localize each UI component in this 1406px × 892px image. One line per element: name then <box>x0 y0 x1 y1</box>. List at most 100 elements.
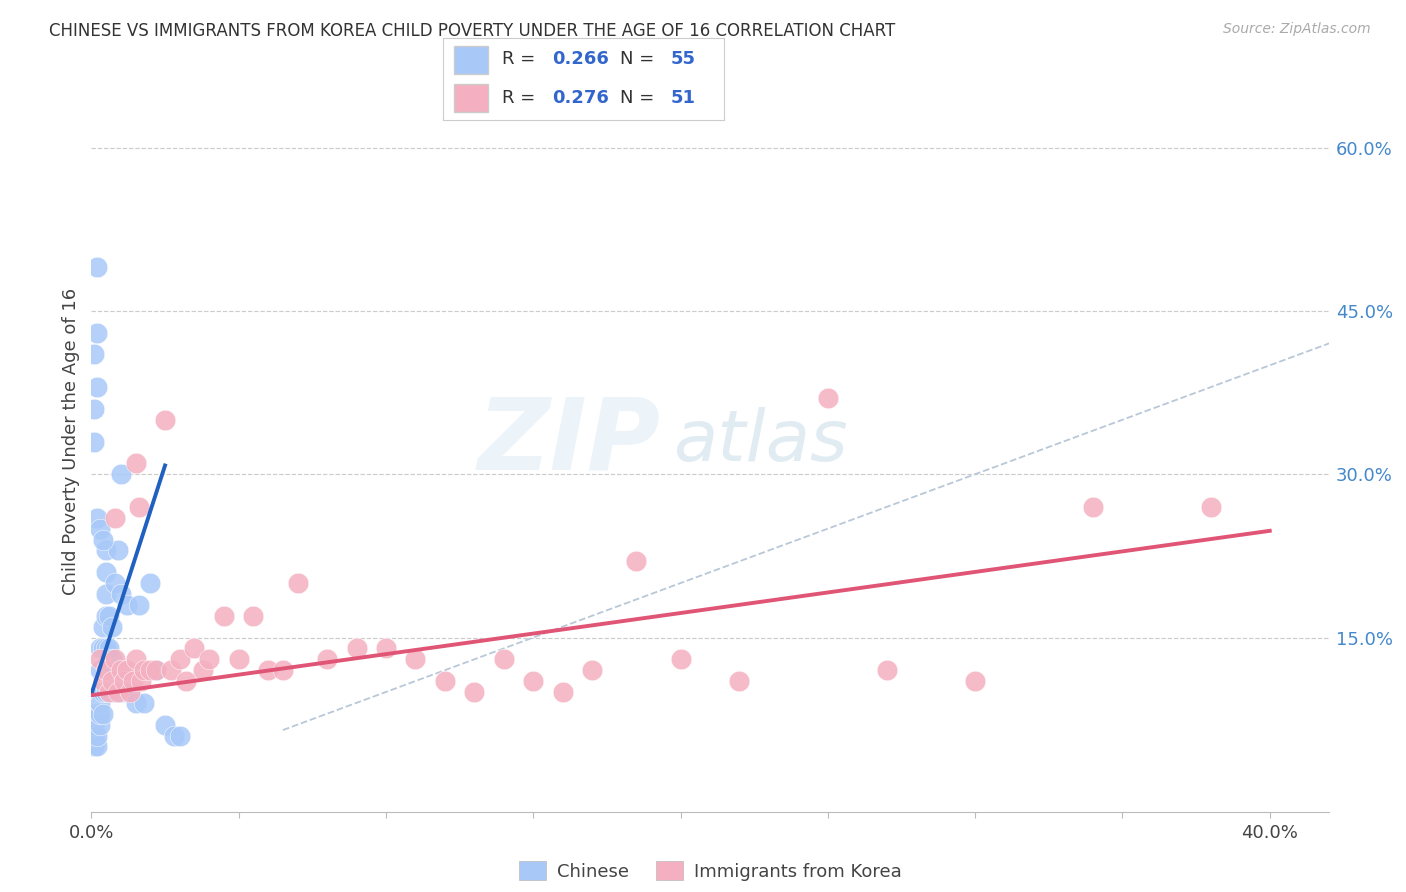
Point <box>124 652 146 666</box>
Text: Source: ZipAtlas.com: Source: ZipAtlas.com <box>1223 22 1371 37</box>
Point <box>91 619 114 633</box>
Point <box>198 652 221 666</box>
Point <box>174 674 197 689</box>
Point <box>86 260 108 275</box>
Point <box>98 641 121 656</box>
Point <box>522 674 544 689</box>
Point <box>101 619 124 633</box>
Point <box>110 467 132 482</box>
Point <box>94 587 117 601</box>
Point <box>89 663 111 677</box>
Point <box>86 510 108 524</box>
Point <box>257 663 280 677</box>
Point <box>89 522 111 536</box>
FancyBboxPatch shape <box>454 45 488 74</box>
Text: 0.276: 0.276 <box>553 89 609 107</box>
Point <box>271 663 294 677</box>
FancyBboxPatch shape <box>454 85 488 112</box>
Point <box>91 533 114 547</box>
Legend: Chinese, Immigrants from Korea: Chinese, Immigrants from Korea <box>512 854 908 888</box>
Point <box>94 641 117 656</box>
Point <box>98 685 121 699</box>
Point <box>110 685 132 699</box>
Point <box>128 598 150 612</box>
Point <box>492 652 515 666</box>
Y-axis label: Child Poverty Under the Age of 16: Child Poverty Under the Age of 16 <box>62 288 80 595</box>
Point <box>115 598 138 612</box>
Point <box>153 717 176 731</box>
Point <box>89 652 111 666</box>
Point <box>145 663 167 677</box>
Point <box>101 674 124 689</box>
Point <box>89 706 111 721</box>
Point <box>83 739 105 754</box>
Point <box>83 729 105 743</box>
Point <box>124 456 146 470</box>
Text: N =: N = <box>620 50 659 69</box>
Point <box>83 717 105 731</box>
Point <box>404 652 426 666</box>
Point <box>86 326 108 340</box>
Point <box>89 717 111 731</box>
Text: ZIP: ZIP <box>478 393 661 490</box>
Point <box>118 685 141 699</box>
Point <box>94 663 117 677</box>
Point <box>104 576 127 591</box>
Point <box>94 663 117 677</box>
Point <box>287 576 309 591</box>
Point <box>83 706 105 721</box>
Point <box>86 739 108 754</box>
Point <box>131 674 153 689</box>
Point <box>94 565 117 579</box>
Point <box>104 510 127 524</box>
Point <box>316 652 339 666</box>
Point <box>112 674 135 689</box>
Point <box>139 576 162 591</box>
Point <box>121 674 143 689</box>
Point <box>104 652 127 666</box>
Point <box>346 641 368 656</box>
Point <box>626 554 648 568</box>
Point <box>86 706 108 721</box>
Point <box>115 663 138 677</box>
Text: 55: 55 <box>671 50 696 69</box>
Text: R =: R = <box>502 50 541 69</box>
Point <box>228 652 250 666</box>
Point <box>160 663 183 677</box>
Point <box>110 663 132 677</box>
Text: R =: R = <box>502 89 541 107</box>
Point <box>163 729 186 743</box>
Point <box>104 685 127 699</box>
Point <box>728 674 751 689</box>
Point <box>94 608 117 623</box>
Point <box>1081 500 1104 514</box>
Text: 0.266: 0.266 <box>553 50 609 69</box>
Text: 51: 51 <box>671 89 696 107</box>
Point <box>375 641 398 656</box>
Point <box>551 685 574 699</box>
Point <box>115 685 138 699</box>
Point <box>876 663 898 677</box>
Point <box>669 652 692 666</box>
Point <box>169 652 191 666</box>
Point <box>581 663 603 677</box>
Point <box>83 347 105 361</box>
Point <box>134 663 156 677</box>
Point <box>433 674 456 689</box>
Point <box>86 380 108 394</box>
Point <box>107 543 129 558</box>
Point <box>183 641 205 656</box>
Point <box>91 674 114 689</box>
Point <box>118 685 141 699</box>
Point <box>91 641 114 656</box>
Point <box>91 706 114 721</box>
Point <box>139 663 162 677</box>
Point <box>83 401 105 416</box>
Point <box>83 434 105 449</box>
Point <box>101 685 124 699</box>
Point <box>94 685 117 699</box>
Text: N =: N = <box>620 89 659 107</box>
Text: atlas: atlas <box>673 407 848 476</box>
Point <box>89 641 111 656</box>
Text: CHINESE VS IMMIGRANTS FROM KOREA CHILD POVERTY UNDER THE AGE OF 16 CORRELATION C: CHINESE VS IMMIGRANTS FROM KOREA CHILD P… <box>49 22 896 40</box>
